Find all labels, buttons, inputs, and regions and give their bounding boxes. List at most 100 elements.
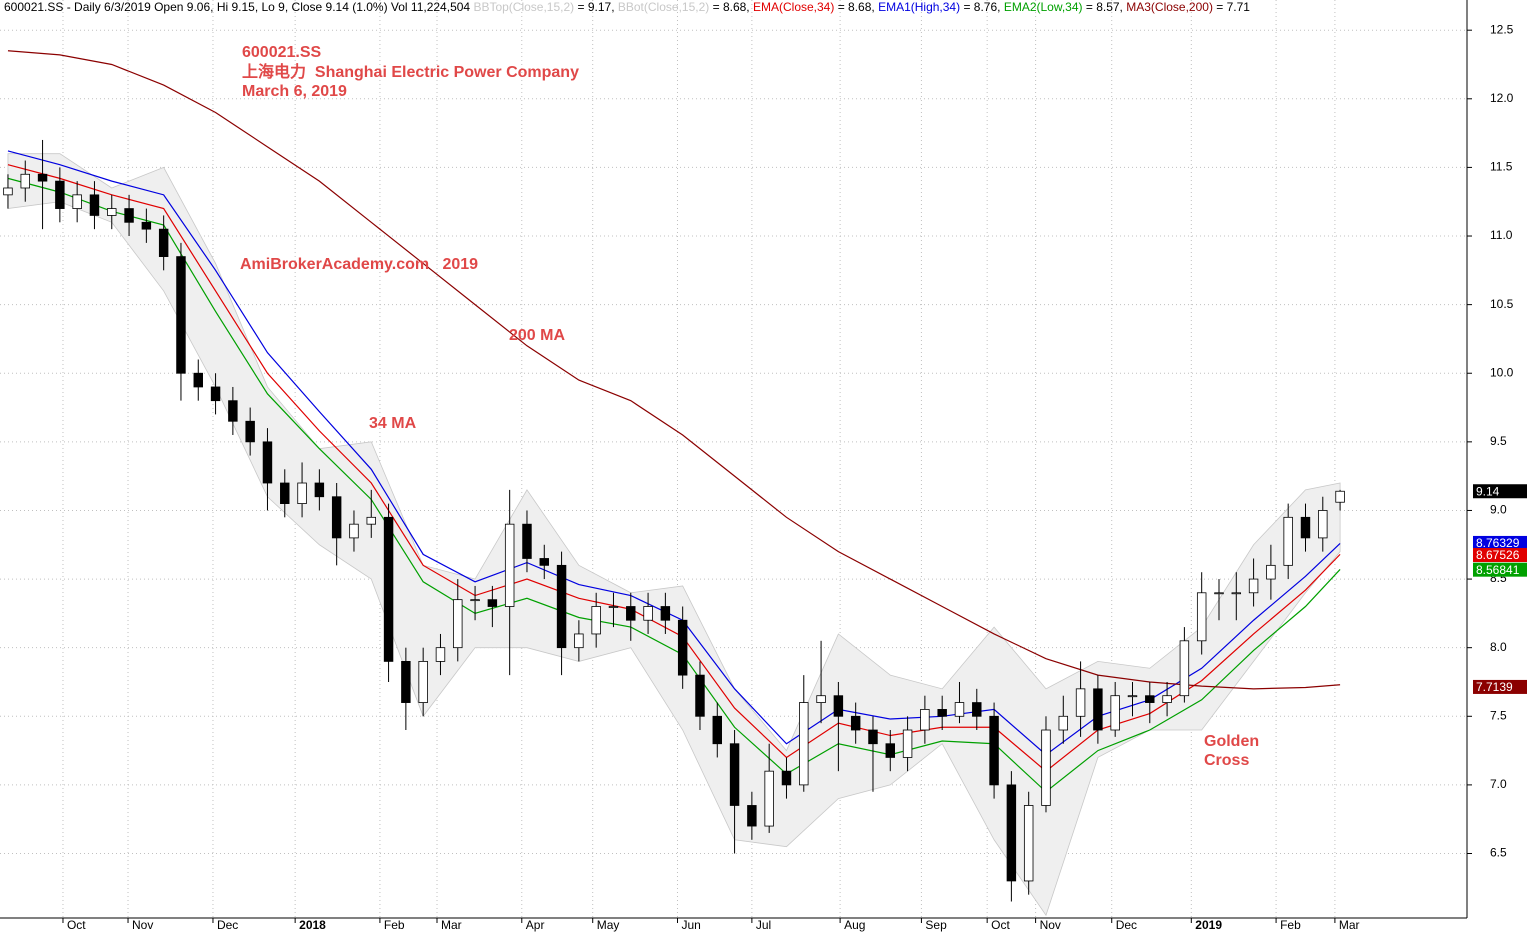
candle-body xyxy=(366,516,376,525)
x-tick-label: Mar xyxy=(441,918,462,932)
x-tick-label: Apr xyxy=(526,918,545,932)
candle-body xyxy=(1283,516,1293,566)
candle-body xyxy=(954,702,965,717)
y-tick-label: 7.5 xyxy=(1490,708,1507,722)
legend-value: = 7.71 xyxy=(1216,0,1250,14)
candle-body xyxy=(55,180,65,209)
candle-body xyxy=(3,187,13,196)
candle-body xyxy=(816,695,826,703)
annotation: 34 MA xyxy=(369,415,417,432)
annotation: 200 MA xyxy=(509,327,565,344)
price-tag-label: 7.7139 xyxy=(1476,680,1513,694)
annotation: March 6, 2019 xyxy=(242,83,347,100)
candle-body xyxy=(781,770,792,786)
candle-body xyxy=(1110,695,1120,731)
y-tick-label: 6.5 xyxy=(1490,846,1507,860)
legend-name: EMA1(High,34) xyxy=(878,0,960,14)
candle-body xyxy=(158,228,169,258)
candle-body xyxy=(902,729,913,758)
candle-body xyxy=(72,194,82,209)
price-tag xyxy=(1473,484,1527,499)
candle-body xyxy=(418,660,428,703)
candle-body xyxy=(124,208,134,223)
candle-body xyxy=(1093,688,1103,731)
candle-body xyxy=(1266,564,1276,580)
candle-body xyxy=(1075,688,1086,717)
candle-body xyxy=(850,715,861,731)
x-tick-label: Dec xyxy=(217,918,238,932)
candle-body xyxy=(1214,592,1224,595)
candle-body xyxy=(1335,490,1345,503)
candle-body xyxy=(677,619,688,676)
candle-body xyxy=(210,386,221,402)
candle-body xyxy=(1179,640,1190,697)
price-tag xyxy=(1473,535,1527,550)
candle-body xyxy=(574,633,584,649)
price-tag-label: 8.67526 xyxy=(1476,548,1520,562)
x-tick-label: Jun xyxy=(681,918,700,932)
candle-body xyxy=(89,194,100,216)
y-tick-label: 10.0 xyxy=(1490,365,1514,379)
y-tick-label: 9.5 xyxy=(1490,434,1507,448)
price-tag-label: 8.56841 xyxy=(1476,563,1520,577)
candle-body xyxy=(556,564,567,649)
candle-body xyxy=(1058,715,1069,731)
candle-body xyxy=(504,523,515,607)
y-tick-label: 8.0 xyxy=(1490,640,1507,654)
candle-body xyxy=(1231,592,1242,595)
candle-body xyxy=(1248,578,1259,594)
candle-body xyxy=(833,695,844,717)
header: 600021.SS - Daily 6/3/2019 Open 9.06, Hi… xyxy=(4,0,1250,14)
y-tick-label: 9.0 xyxy=(1490,503,1507,517)
x-tick-label: Jul xyxy=(756,918,771,932)
annotation: 600021.SS xyxy=(242,44,322,61)
x-tick-label: Feb xyxy=(384,918,405,932)
legend-value: = 8.68, xyxy=(713,0,750,14)
y-tick-label: 11.5 xyxy=(1490,160,1513,174)
x-tick-label: 2018 xyxy=(299,918,326,932)
candle-body xyxy=(141,221,152,230)
candle-body xyxy=(1196,592,1207,642)
y-tick-label: 10.5 xyxy=(1490,297,1514,311)
y-tick-label: 12.5 xyxy=(1490,22,1514,36)
candle-body xyxy=(747,805,757,827)
legend-name: EMA(Close,34) xyxy=(753,0,834,14)
candle-body xyxy=(107,208,117,216)
price-tag xyxy=(1473,679,1527,694)
x-tick-label: Mar xyxy=(1339,918,1360,932)
annotation: 上海电力 Shanghai Electric Power Company xyxy=(242,62,579,81)
candle-body xyxy=(1023,805,1034,882)
candle-body xyxy=(453,599,463,649)
legend-name: BBot(Close,15,2) xyxy=(618,0,709,14)
candle-body xyxy=(1318,510,1328,539)
candle-body xyxy=(626,606,636,621)
annotation: Golden xyxy=(1204,733,1259,750)
legend-name: EMA2(Low,34) xyxy=(1004,0,1083,14)
candle-body xyxy=(539,558,549,566)
candle-body xyxy=(799,702,809,786)
price-tag xyxy=(1473,548,1527,563)
candle-body xyxy=(1145,695,1155,703)
legend-name: BBTop(Close,15,2) xyxy=(473,0,574,14)
header-info: 600021.SS - Daily 6/3/2019 Open 9.06, Hi… xyxy=(4,0,470,14)
candle-body xyxy=(591,606,601,635)
candle-body xyxy=(1300,516,1311,539)
candle-body xyxy=(37,173,48,182)
candle-body xyxy=(989,715,999,786)
candle-body xyxy=(331,496,342,539)
candle-body xyxy=(383,516,394,662)
x-tick-label: Feb xyxy=(1280,918,1301,932)
x-tick-label: Dec xyxy=(1116,918,1137,932)
x-tick-label: Sep xyxy=(925,918,947,932)
legend-value: = 8.57, xyxy=(1086,0,1123,14)
x-tick-label: Nov xyxy=(132,918,153,932)
candle-body xyxy=(20,173,30,189)
candle-body xyxy=(176,256,186,374)
candle-body xyxy=(297,482,307,504)
indicator-line xyxy=(7,50,1341,690)
y-tick-label: 7.0 xyxy=(1490,777,1507,791)
candle-body xyxy=(349,523,359,539)
x-tick-label: Aug xyxy=(844,918,865,932)
candle-body xyxy=(695,674,705,717)
